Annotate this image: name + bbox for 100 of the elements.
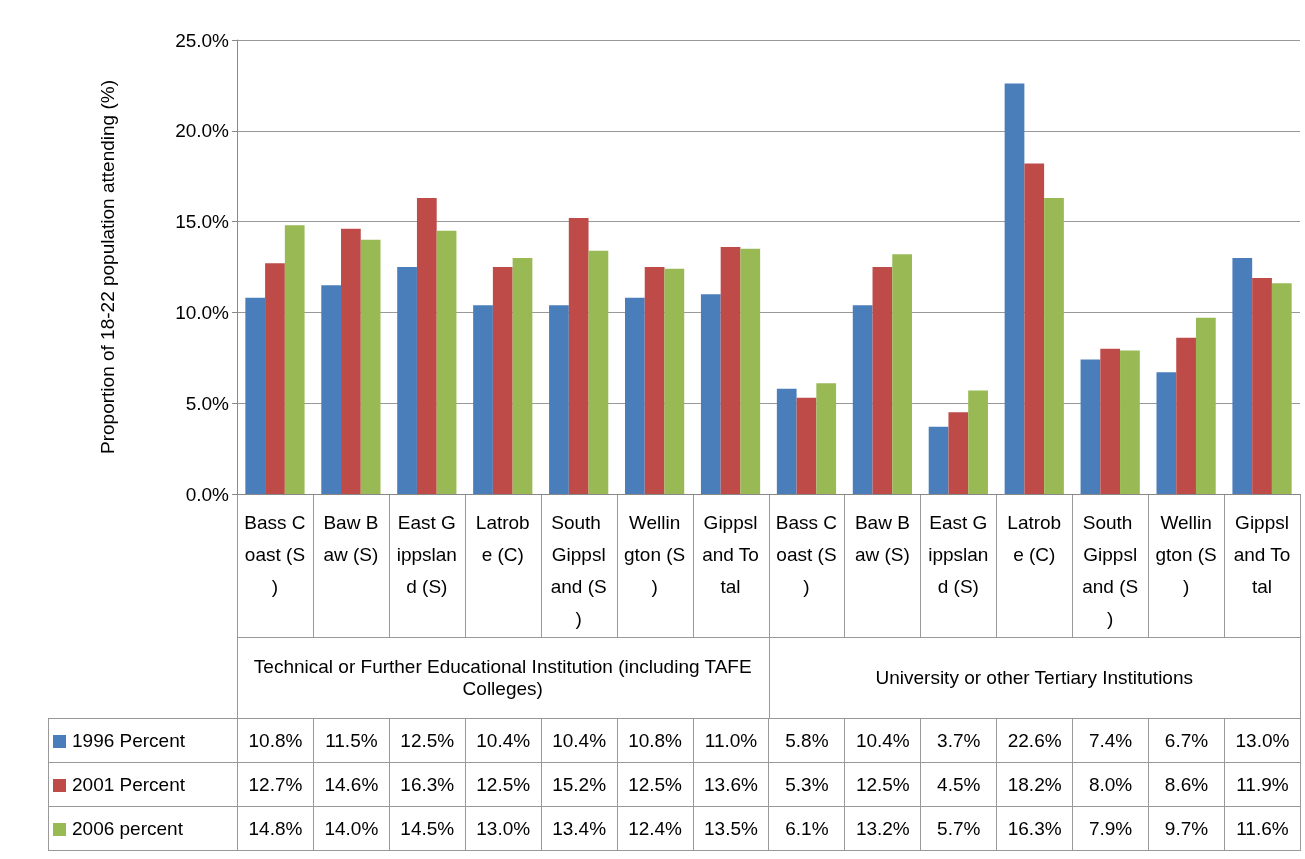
bar: [1100, 348, 1121, 494]
data-label: 4.5%: [920, 762, 997, 807]
bar: [416, 197, 437, 494]
data-label: 18.2%: [996, 762, 1073, 807]
data-label: 11.6%: [1224, 806, 1301, 851]
legend-label: 2006 percent: [48, 806, 238, 851]
bar: [1271, 283, 1292, 494]
x-tick-label: Gippsland Total: [1233, 511, 1291, 597]
x-tick-label: Latrobe (C): [1007, 511, 1062, 565]
x-tick-label: Bass Coast (S): [775, 511, 838, 597]
bar: [796, 397, 817, 494]
bar: [360, 239, 381, 494]
data-label: 14.5%: [389, 806, 466, 851]
data-label: 6.1%: [768, 806, 845, 851]
x-tick-label: Latrobe (C): [475, 511, 530, 565]
bar: [397, 267, 417, 494]
bar: [512, 257, 533, 494]
bar: [473, 305, 493, 494]
y-tick-label: 15.0%: [175, 211, 230, 233]
y-axis-title: Proportion of 18-22 population attending (%): [97, 80, 118, 454]
data-label: 9.7%: [1148, 806, 1225, 851]
bar: [1252, 277, 1272, 494]
bar: [549, 305, 569, 494]
data-label: 12.7%: [237, 762, 314, 807]
data-label: 8.6%: [1148, 762, 1225, 807]
x-tick-label: Bass Coast (S): [244, 511, 306, 597]
bar: [1024, 163, 1045, 494]
data-label: 13.2%: [844, 806, 921, 851]
x-tick-label: Gippsland Total: [702, 511, 759, 597]
data-label: 7.9%: [1072, 806, 1149, 851]
data-label: 10.8%: [237, 718, 314, 763]
data-label: 12.4%: [617, 806, 694, 851]
x-tick-label: East Gippsland (S): [928, 511, 989, 597]
bar: [872, 267, 893, 494]
data-label: 6.7%: [1148, 718, 1225, 763]
legend-label: 1996 Percent: [48, 718, 238, 763]
data-label: 7.4%: [1072, 718, 1149, 763]
data-label: 10.4%: [844, 718, 921, 763]
data-label: 14.6%: [313, 762, 390, 807]
data-label: 11.5%: [313, 718, 390, 763]
data-label: 10.4%: [465, 718, 542, 763]
bar: [948, 412, 969, 494]
bar: [816, 383, 837, 494]
bar: [588, 250, 609, 494]
x-tick-label: Wellington (S): [623, 511, 686, 597]
x-tick-label: Baw Baw (S): [854, 511, 910, 565]
bar: [1044, 197, 1064, 494]
bar: [740, 248, 761, 494]
data-label: 12.5%: [465, 762, 542, 807]
y-tick-label: 25.0%: [175, 29, 230, 51]
bar: [720, 247, 741, 494]
bar: [265, 263, 285, 494]
y-tick-label: 5.0%: [185, 392, 230, 414]
data-label: 5.8%: [768, 718, 845, 763]
data-label: 5.7%: [920, 806, 997, 851]
bar: [928, 426, 949, 494]
data-label: 22.6%: [996, 718, 1073, 763]
bar: [1176, 337, 1196, 494]
bar: [1195, 317, 1216, 494]
data-label: 12.5%: [389, 718, 466, 763]
x-tick-label: Baw Baw (S): [323, 511, 379, 565]
bar: [492, 267, 513, 494]
x-tick-label: East Gippsland (S): [396, 511, 457, 597]
bar: [1232, 257, 1253, 494]
bar: [341, 228, 361, 494]
bar: [625, 297, 645, 494]
y-tick-label: 20.0%: [175, 120, 230, 142]
data-label: 13.6%: [693, 762, 769, 807]
bar: [968, 390, 988, 494]
bar: [664, 268, 685, 494]
data-label: 15.2%: [541, 762, 618, 807]
data-label: 12.5%: [844, 762, 921, 807]
bar: [776, 388, 797, 494]
data-label: 16.3%: [389, 762, 466, 807]
data-label: 13.0%: [1224, 718, 1301, 763]
data-label: 10.8%: [617, 718, 694, 763]
y-tick-label: 10.0%: [175, 301, 230, 323]
text: University or other Tertiary Institutions: [874, 665, 1194, 690]
bar: [644, 267, 665, 494]
data-label: 8.0%: [1072, 762, 1149, 807]
data-label: 14.8%: [237, 806, 314, 851]
x-tick-label: South Gippsland (S): [550, 511, 607, 629]
bar: [700, 294, 721, 494]
data-label: 12.5%: [617, 762, 694, 807]
bar: [436, 230, 457, 494]
data-label: 11.0%: [693, 718, 769, 763]
data-label: 11.9%: [1224, 762, 1301, 807]
bar: [321, 285, 342, 494]
y-tick-label: 0.0%: [185, 483, 230, 505]
data-label: 3.7%: [920, 718, 997, 763]
bar: [1080, 359, 1101, 494]
legend-label: 2001 Percent: [48, 762, 238, 807]
bar: [245, 297, 266, 494]
bar: [1004, 83, 1025, 494]
data-label: 13.4%: [541, 806, 618, 851]
bar: [892, 254, 913, 494]
text: Technical or Further Educational Institution (including TAFE Colleges): [252, 654, 753, 701]
data-label: 14.0%: [313, 806, 390, 851]
data-label: 5.3%: [768, 762, 845, 807]
bar: [568, 217, 589, 494]
